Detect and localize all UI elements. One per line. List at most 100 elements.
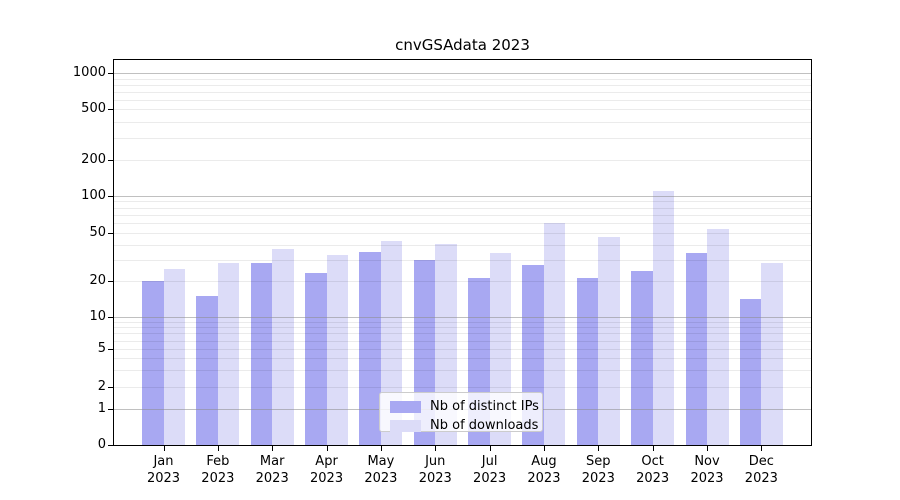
- minor-gridline: [114, 84, 811, 86]
- y-tick-mark: [108, 195, 113, 197]
- y-tick-mark: [108, 316, 113, 318]
- year-label: 2023: [146, 471, 181, 486]
- y-tick-mark: [108, 280, 113, 282]
- x-tick-mark: [217, 446, 219, 451]
- year-label: 2023: [581, 471, 615, 486]
- minor-gridline: [114, 91, 811, 93]
- x-tick-label-sep: Sep 2023: [563, 453, 633, 487]
- year-label: 2023: [744, 471, 778, 486]
- bar-dec-downloads: [761, 263, 783, 445]
- y-tick-label: 5: [97, 341, 106, 356]
- minor-gridline: [114, 109, 811, 111]
- bar-mar-distinct-ips: [250, 263, 273, 445]
- x-tick-label-apr: Apr 2023: [292, 453, 362, 487]
- x-tick-label-dec: Dec 2023: [726, 453, 796, 487]
- bar-sep-distinct-ips: [576, 278, 599, 445]
- minor-gridline: [114, 201, 811, 203]
- x-tick-mark: [761, 446, 763, 451]
- minor-gridline: [114, 160, 811, 161]
- legend-swatch-downloads: [390, 419, 421, 432]
- bar-jan-downloads: [163, 269, 185, 445]
- month-label: Aug: [531, 454, 557, 469]
- bar-nov-downloads: [707, 229, 729, 445]
- y-tick-label: 100: [81, 187, 106, 203]
- minor-gridline: [114, 358, 811, 360]
- x-tick-mark: [326, 446, 328, 451]
- y-tick-mark: [108, 386, 113, 388]
- bar-aug-downloads: [543, 222, 566, 445]
- x-tick-mark: [707, 446, 708, 451]
- bar-mar-downloads: [272, 248, 294, 445]
- bar-sep-downloads: [598, 236, 620, 445]
- minor-gridline: [114, 280, 811, 282]
- year-label: 2023: [255, 471, 289, 486]
- bar-nov-distinct-ips: [685, 253, 707, 445]
- gridlines-layer: [114, 60, 811, 445]
- major-gridline: [114, 316, 811, 318]
- minor-gridline: [114, 223, 811, 225]
- minor-gridline: [114, 233, 811, 235]
- x-tick-mark: [652, 446, 654, 451]
- x-tick-label-oct: Oct 2023: [618, 453, 688, 487]
- minor-gridline: [114, 215, 811, 217]
- x-tick-mark: [489, 446, 491, 451]
- month-label: Dec: [748, 454, 774, 469]
- x-tick-label-jun: Jun 2023: [400, 453, 470, 487]
- bar-feb-distinct-ips: [196, 295, 218, 445]
- x-tick-mark: [435, 446, 437, 451]
- legend-item-downloads: Nb of downloads: [390, 418, 542, 433]
- bar-feb-downloads: [217, 263, 240, 445]
- month-label: May: [367, 454, 395, 469]
- x-tick-mark: [380, 446, 382, 451]
- bar-oct-distinct-ips: [631, 271, 653, 445]
- bar-dec-distinct-ips: [739, 299, 762, 445]
- legend-swatch-distinct-ips: [390, 400, 421, 413]
- year-label: 2023: [527, 471, 561, 486]
- month-label: Jan: [153, 454, 174, 469]
- year-label: 2023: [636, 471, 670, 486]
- x-tick-label-mar: Mar 2023: [237, 453, 307, 487]
- legend-label-distinct-ips: Nb of distinct IPs: [430, 399, 539, 414]
- minor-gridline: [114, 99, 811, 101]
- y-tick-label: 0: [97, 437, 106, 452]
- x-tick-label-jan: Jan 2023: [129, 453, 199, 487]
- bar-jan-distinct-ips: [142, 280, 164, 445]
- bar-may-distinct-ips: [359, 251, 381, 445]
- month-label: Oct: [641, 454, 664, 469]
- minor-gridline: [114, 386, 811, 388]
- y-tick-label: 1: [97, 401, 106, 416]
- x-tick-label-feb: Feb 2023: [183, 453, 253, 487]
- bar-apr-distinct-ips: [305, 273, 327, 445]
- minor-gridline: [114, 370, 811, 372]
- y-tick-label: 2: [97, 378, 106, 394]
- x-tick-mark: [163, 446, 165, 451]
- x-tick-label-aug: Aug 2023: [509, 453, 579, 487]
- minor-gridline: [114, 121, 811, 123]
- y-tick-label: 10: [89, 308, 106, 324]
- year-label: 2023: [473, 471, 507, 486]
- legend-item-distinct-ips: Nb of distinct IPs: [390, 399, 542, 414]
- minor-gridline: [114, 333, 811, 335]
- y-tick-label: 200: [81, 152, 106, 167]
- major-gridline: [114, 73, 811, 75]
- year-label: 2023: [418, 471, 452, 486]
- minor-gridline: [114, 137, 811, 139]
- x-tick-label-nov: Nov 2023: [672, 453, 742, 487]
- year-label: 2023: [690, 471, 724, 486]
- x-tick-label-jul: Jul 2023: [455, 453, 525, 487]
- x-tick-mark: [272, 446, 274, 451]
- month-label: Mar: [259, 454, 285, 469]
- year-label: 2023: [201, 471, 235, 486]
- y-tick-mark: [108, 409, 113, 410]
- bar-oct-downloads: [652, 190, 675, 445]
- y-tick-mark: [108, 445, 113, 446]
- y-tick-mark: [108, 349, 113, 350]
- major-gridline: [114, 195, 811, 197]
- year-label: 2023: [310, 471, 344, 486]
- x-tick-label-may: May 2023: [346, 453, 416, 487]
- y-tick-label: 20: [89, 272, 106, 288]
- x-tick-mark: [543, 446, 545, 451]
- month-label: Sep: [586, 454, 611, 469]
- minor-gridline: [114, 207, 811, 209]
- month-label: Nov: [694, 454, 720, 469]
